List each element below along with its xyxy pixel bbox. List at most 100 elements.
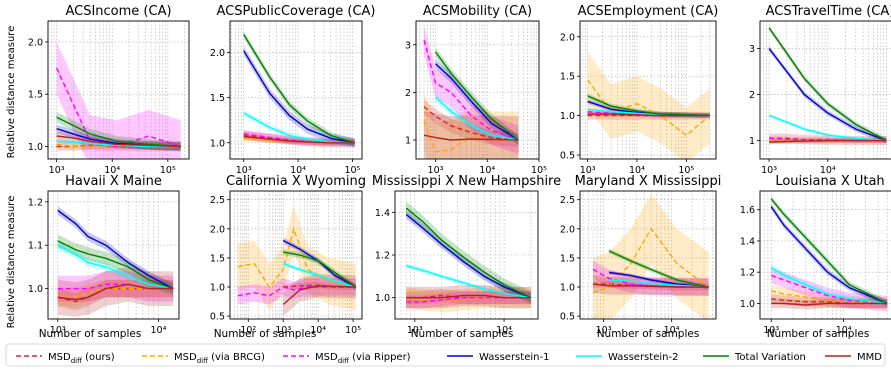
xtick-label: 10⁴ — [150, 325, 166, 336]
xtick-label: 10³ — [761, 165, 777, 176]
xtick-label: 10⁵ — [344, 165, 360, 176]
series-wasserstein2 — [57, 244, 174, 290]
ytick-label: 1.6 — [740, 205, 755, 216]
ytick-label: 1.1 — [28, 241, 43, 252]
axes-frame — [229, 190, 363, 320]
series-total-variation — [608, 250, 709, 288]
axes-frame — [579, 190, 717, 320]
legend-item-msd-brcg: MSDdiff (via BRCG) — [142, 352, 265, 365]
ytick-label: 2.0 — [560, 32, 575, 43]
ytick-label: 2 — [749, 90, 755, 101]
panel-title: ACSEmployment (CA) — [578, 4, 719, 19]
ytick-label: 1.5 — [210, 93, 225, 104]
panel-title: Havaii X Maine — [65, 174, 162, 189]
xtick-label: 10⁴ — [629, 165, 645, 176]
ytick-label: 1.0 — [210, 138, 225, 149]
plot-area — [55, 41, 181, 159]
series-mmd — [423, 134, 519, 141]
panel-5: 1 2 3 10³ 10⁴ ACSTravelTime (CA) — [749, 4, 891, 176]
xtick-label: 10⁴ — [820, 165, 836, 176]
band-msd-ripper — [237, 278, 356, 305]
ytick-label: 3 — [749, 44, 755, 55]
panel-7: 0.5 1.0 1.5 2.0 2.5 10² 10³ 10⁴ 10⁵ California X … — [210, 174, 366, 336]
xlabel-5: Number of samples — [767, 328, 870, 340]
series-msd-ripper — [55, 67, 181, 148]
xtick-label: 10⁴ — [836, 325, 852, 336]
panels: 1.0 1.5 2.0 10³ 10⁴ 10⁵ ACSIncome (CA) 1.0 1.5 2.… — [28, 4, 891, 336]
ytick-label: 1 — [405, 135, 411, 146]
panel-title: Louisiana X Utah — [775, 174, 884, 189]
series-mmd — [771, 302, 888, 306]
band-msd-brcg — [57, 279, 174, 306]
band-mmd — [283, 274, 356, 317]
xlabel-1: Number of samples — [39, 328, 142, 340]
band-total-variation — [406, 201, 531, 305]
plot-area — [237, 205, 357, 317]
xtick-label: 10⁴ — [290, 165, 306, 176]
band-total-variation — [56, 112, 181, 152]
series-mmd — [282, 285, 356, 306]
plot-area — [587, 52, 711, 159]
xlabel-2: Number of samples — [214, 328, 317, 340]
plot-area — [768, 25, 887, 146]
series-msd-brcg — [592, 227, 710, 294]
xtick-label: 10⁴ — [479, 165, 495, 176]
ytick-label: 1.4 — [375, 208, 390, 219]
series-wasserstein1 — [770, 206, 888, 305]
series-msd-ripper — [423, 39, 519, 141]
xtick-label: 10³ — [596, 325, 612, 336]
series-msd-ripper — [770, 274, 888, 305]
axes-frame — [47, 20, 190, 160]
panel-10: 1.0 1.2 1.4 1.6 10³ 10⁴ Louisiana X Utah — [740, 174, 891, 336]
axes-frame — [759, 20, 891, 160]
band-msd-ripper — [56, 41, 181, 159]
xtick-label: 10⁵ — [531, 165, 547, 176]
series-wasserstein1 — [768, 48, 887, 142]
ylabel-top: Relative distance measure — [6, 26, 17, 159]
xlabel-3: Number of samples — [411, 328, 514, 340]
band-msd-brcg — [587, 52, 710, 159]
panel-4: 0.5 1.0 1.5 2.0 10³ 10⁴ 10⁵ ACSEmployment (CA) — [560, 4, 718, 176]
band-wasserstein2 — [57, 240, 174, 293]
legend-label: MMD — [857, 352, 882, 363]
xtick-label: 10³ — [763, 325, 779, 336]
xtick-label: 10³ — [49, 165, 65, 176]
series-total-variation — [770, 198, 888, 305]
legend-item-mmd: MMD — [825, 352, 882, 363]
series-mmd — [243, 135, 355, 144]
ytick-label: 1.0 — [28, 284, 43, 295]
panel-9: 0.5 1.0 1.5 2.0 2.5 10³ 10⁴ Maryland X Mississi… — [560, 174, 721, 336]
band-wasserstein1 — [771, 203, 888, 307]
series-mmd — [406, 294, 531, 299]
panel-title: ACSIncome (CA) — [65, 4, 171, 19]
panel-3: 1 2 3 10³ 10⁴ 10⁵ ACSMobility (CA) — [405, 4, 547, 176]
band-msd-brcg — [406, 287, 531, 313]
panel-title: ACSMobility (CA) — [423, 4, 532, 19]
panel-title: Maryland X Mississippi — [575, 174, 722, 189]
xtick-label: 10⁴ — [664, 325, 680, 336]
ytick-label: 0.5 — [210, 312, 225, 323]
ytick-label: 1.0 — [28, 142, 43, 153]
band-wasserstein1 — [57, 206, 174, 293]
series-wasserstein2 — [768, 114, 887, 142]
plot-area — [592, 193, 710, 319]
xtick-label: 10⁴ — [104, 165, 120, 176]
ytick-label: 2 — [405, 88, 411, 99]
panel-title: Mississippi X New Hampshire — [372, 174, 561, 189]
band-wasserstein2 — [406, 263, 531, 300]
series-wasserstein2 — [770, 266, 888, 305]
series-mmd — [592, 283, 709, 288]
series-wasserstein2 — [608, 279, 709, 288]
band-total-variation — [435, 47, 519, 145]
legend-label: Total Variation — [734, 352, 806, 363]
band-total-variation — [57, 234, 174, 296]
series-wasserstein2 — [282, 263, 356, 288]
panel-title: ACSTravelTime (CA) — [766, 4, 891, 19]
legend-label: MSDdiff (ours) — [48, 352, 115, 365]
xtick-label: 10⁴ — [310, 325, 326, 336]
panel-6: 1.0 1.1 1.2 10³ 10⁴ Havaii X Maine — [28, 174, 180, 336]
series-total-variation — [434, 51, 519, 141]
series-total-variation — [57, 240, 174, 290]
legend-label: MSDdiff (via Ripper) — [315, 352, 411, 365]
